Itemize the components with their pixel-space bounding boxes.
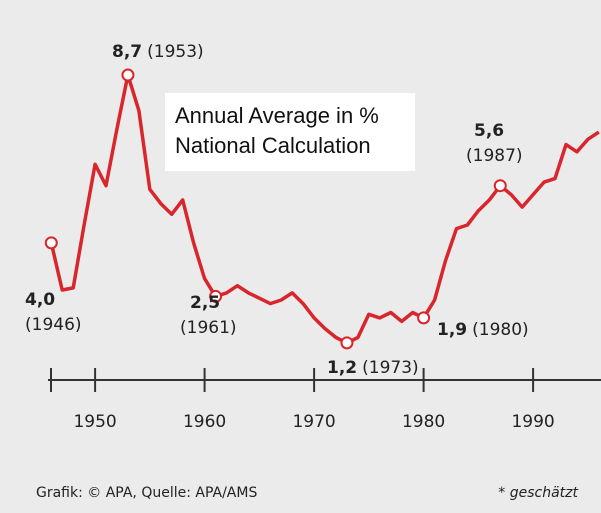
point-marker	[44, 236, 58, 250]
subtitle: Annual Average in %	[175, 103, 379, 128]
point-label: (1987)	[466, 146, 523, 166]
value-label: 8,7	[112, 42, 142, 62]
x-tick-label: 1990	[511, 412, 554, 432]
value-label: 1,2	[327, 358, 357, 378]
value-label: 2,5	[190, 293, 220, 313]
source: Grafik: © APA, Quelle: APA/AMS	[36, 485, 257, 501]
point-marker	[209, 289, 223, 303]
point-label: (1973)	[362, 358, 419, 378]
label: 8,7 (1953)	[112, 42, 204, 62]
value-label: 4,0	[25, 290, 55, 310]
label: 1,2 (1973)	[327, 358, 419, 378]
point-marker	[121, 68, 135, 82]
note: * geschätzt	[498, 485, 578, 501]
x-tick-label: 1950	[73, 412, 116, 432]
value-label: 5,6	[474, 121, 504, 141]
subtitle: National Calculation	[175, 133, 371, 158]
x-tick-label: 1980	[402, 412, 445, 432]
x-tick-label: 1970	[292, 412, 335, 432]
point-marker	[493, 179, 507, 193]
point-marker	[417, 311, 431, 325]
point-label: (1980)	[472, 320, 529, 340]
point-label: (1953)	[147, 42, 204, 62]
point-label: (1961)	[180, 318, 237, 338]
line	[49, 73, 600, 345]
legend-box	[165, 93, 415, 171]
label: 1,9 (1980)	[437, 320, 529, 340]
point-label: (1946)	[25, 315, 82, 335]
value-label: 1,9	[437, 320, 467, 340]
x-tick-label: 1960	[183, 412, 226, 432]
point-marker	[340, 336, 354, 350]
